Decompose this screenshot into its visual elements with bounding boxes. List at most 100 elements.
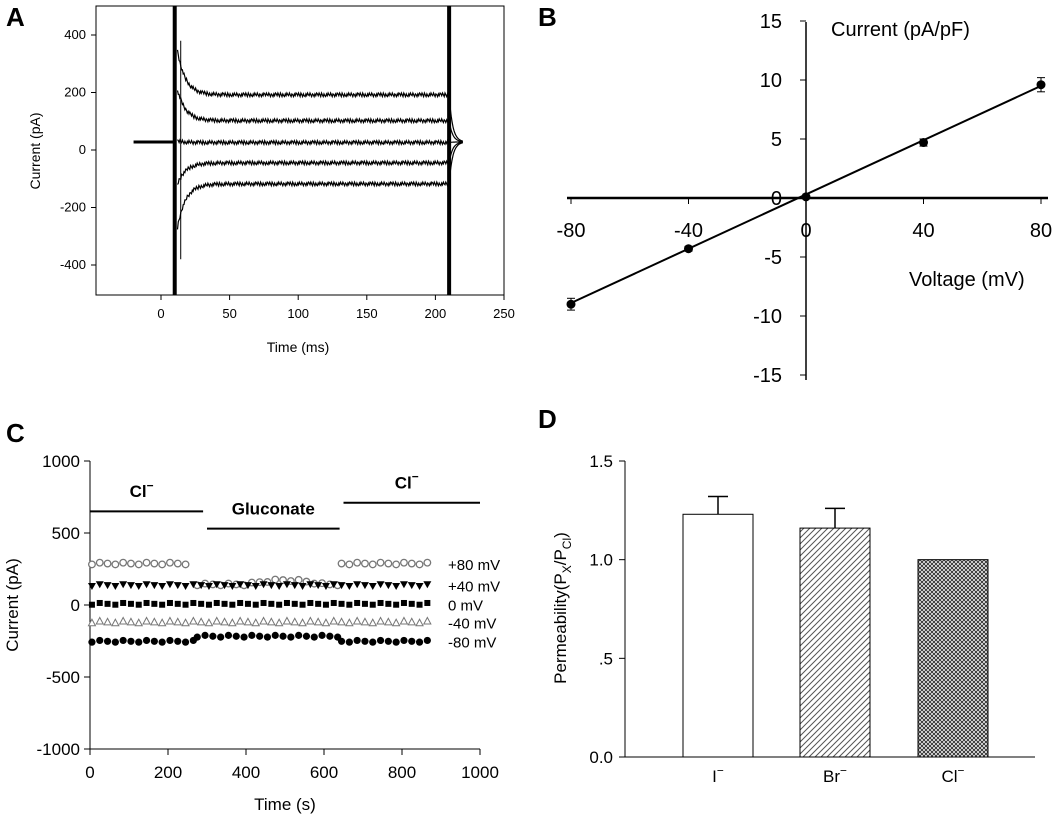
panel-c-point — [368, 618, 378, 627]
panel-c-point — [95, 558, 104, 567]
panel-c-point — [329, 616, 339, 625]
panel-c-point — [276, 601, 283, 608]
panel-c-point — [322, 601, 329, 608]
panel-c-point — [181, 638, 190, 646]
panel-c-point — [376, 616, 385, 625]
panel-c-y-tick-label: -1000 — [37, 740, 80, 759]
panel-b-y-tick-label: -10 — [753, 306, 782, 328]
panel-c-point — [368, 582, 377, 590]
panel-a-trace — [176, 142, 463, 230]
panel-c-point — [268, 600, 275, 607]
panel-c-y-tick-label: 500 — [52, 524, 80, 543]
panel-c-point — [142, 558, 151, 567]
panel-c-point — [407, 582, 416, 590]
panel-c-point — [384, 582, 393, 590]
panel-c-point — [376, 636, 385, 645]
panel-c-point — [142, 581, 151, 589]
panel-c-point — [87, 560, 96, 569]
panel-c-point — [166, 599, 173, 606]
panel-c-point — [392, 582, 401, 590]
panel-c-point — [337, 582, 346, 590]
panel-a-trace — [177, 141, 463, 185]
panel-c-point — [369, 638, 377, 646]
panel-c-point — [118, 616, 128, 625]
panel-c-point — [259, 616, 268, 625]
panel-c-point — [217, 633, 225, 641]
panel-a-x-tick-label: 150 — [356, 306, 378, 321]
panel-c-point — [423, 636, 431, 645]
panel-c-point — [198, 600, 205, 607]
panel-a-frame — [95, 5, 505, 296]
panel-c-y-tick-label: -500 — [46, 668, 80, 687]
panel-c-point — [408, 600, 415, 607]
panel-c-point — [399, 581, 408, 589]
panel-c-point — [95, 616, 105, 625]
panel-c-point — [298, 618, 307, 627]
panel-c-point — [204, 618, 214, 627]
panel-c-point — [174, 637, 182, 645]
panel-c-point — [407, 559, 416, 568]
panel-c-point — [119, 581, 128, 589]
panel-c-point — [228, 582, 237, 590]
panel-b-xlabel: Voltage (mV) — [909, 269, 1025, 291]
panel-c-point — [361, 559, 369, 568]
panel-c-point — [337, 559, 346, 568]
panel-c: 0 200 400 600 800 1000 1000 500 0 -500 -1000 Cl− Gl… — [3, 452, 500, 814]
panel-d-y-tick-label: 0.0 — [589, 748, 613, 767]
panel-b-point — [1036, 80, 1046, 90]
panel-c-point — [275, 582, 284, 590]
panel-c-point — [181, 560, 190, 569]
panel-c-point — [221, 600, 228, 607]
panel-c-point — [251, 618, 261, 627]
panel-c-point — [248, 631, 256, 639]
panel-c-point — [376, 581, 385, 589]
panel-c-point — [181, 618, 190, 627]
panel-c-point — [212, 581, 221, 589]
panel-b-y-tick-label: 5 — [771, 129, 782, 151]
panel-c-point — [310, 633, 318, 641]
panel-c-y-tick-label: 0 — [71, 596, 80, 615]
panel-c-point — [345, 582, 354, 590]
panel-c-point — [126, 559, 135, 568]
panel-c-point — [182, 601, 189, 608]
panel-a-ylabel: Current (pA) — [27, 112, 43, 189]
panel-d-y-tick-label: .5 — [599, 649, 613, 668]
panel-c-point — [103, 582, 112, 590]
panel-b-x-tick-label: 0 — [800, 220, 811, 242]
panel-c-point — [315, 600, 322, 607]
panel-b-title: Current (pA/pF) — [831, 19, 970, 41]
panel-c-point — [400, 558, 408, 567]
panel-c-point — [384, 559, 393, 568]
panel-c-point — [135, 601, 142, 608]
panel-c-point — [271, 575, 280, 584]
panel-c-point — [237, 599, 244, 606]
panel-a-x-tick-label: 250 — [493, 306, 515, 321]
panel-c-point — [220, 582, 229, 590]
panel-c-point — [360, 617, 370, 626]
panel-c-point — [103, 637, 112, 645]
panel-c-point — [345, 560, 354, 569]
panel-c-point — [267, 582, 276, 590]
panel-d-y-tick-label: 1.0 — [589, 551, 613, 570]
panel-c-point — [345, 618, 354, 627]
panel-letter-c: C — [6, 418, 25, 448]
panel-c-point — [274, 618, 284, 627]
panel-c-point — [360, 582, 369, 590]
panel-c-point — [330, 599, 337, 606]
panel-a-y-tick-label: -200 — [60, 200, 86, 215]
panel-c-point — [392, 638, 400, 646]
panel-a-x-tick-label: 0 — [157, 306, 164, 321]
panel-c-point — [134, 618, 144, 627]
panel-c-point — [415, 638, 424, 646]
panel-c-point — [119, 558, 128, 567]
panel-c-point — [244, 600, 251, 607]
panel-c-point — [299, 601, 306, 608]
panel-c-point — [150, 559, 159, 568]
panel-d-category-label: I− — [712, 763, 724, 786]
panel-c-point — [196, 617, 206, 626]
panel-c-point — [306, 616, 315, 625]
panel-c-point — [127, 600, 134, 607]
panel-b-point — [801, 192, 811, 202]
panel-c-point — [337, 617, 346, 626]
panel-c-x-tick-label: 800 — [388, 763, 416, 782]
